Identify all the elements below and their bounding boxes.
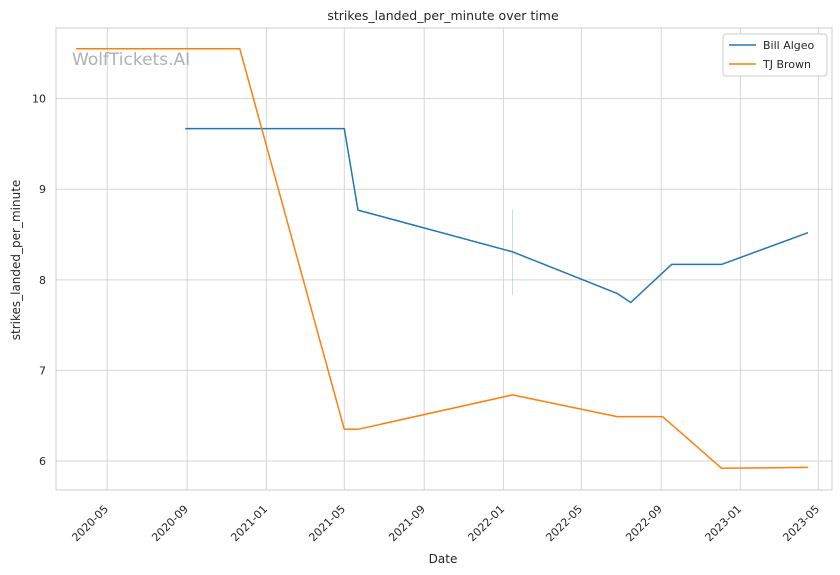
grid <box>56 28 832 490</box>
y-tick-label: 9 <box>39 183 46 196</box>
series-lines <box>76 48 809 470</box>
watermark-text: WolfTickets.AI <box>72 50 190 70</box>
y-axis-label: strikes_landed_per_minute <box>9 180 23 341</box>
series-line-bill-algeo <box>185 127 809 304</box>
legend-label: Bill Algeo <box>763 39 815 52</box>
x-axis-label: Date <box>429 552 458 566</box>
chart-title: strikes_landed_per_minute over time <box>327 8 559 23</box>
legend-label: TJ Brown <box>762 58 811 71</box>
y-tick-label: 10 <box>32 93 46 106</box>
plot-area <box>55 27 833 491</box>
y-tick-labels: 6 7 8 9 10 <box>32 93 46 468</box>
y-tick-label: 7 <box>39 364 46 377</box>
legend: Bill Algeo TJ Brown <box>722 33 828 77</box>
y-tick-label: 8 <box>39 274 46 287</box>
series-line-tj-brown <box>76 48 809 470</box>
y-tick-label: 6 <box>39 455 46 468</box>
